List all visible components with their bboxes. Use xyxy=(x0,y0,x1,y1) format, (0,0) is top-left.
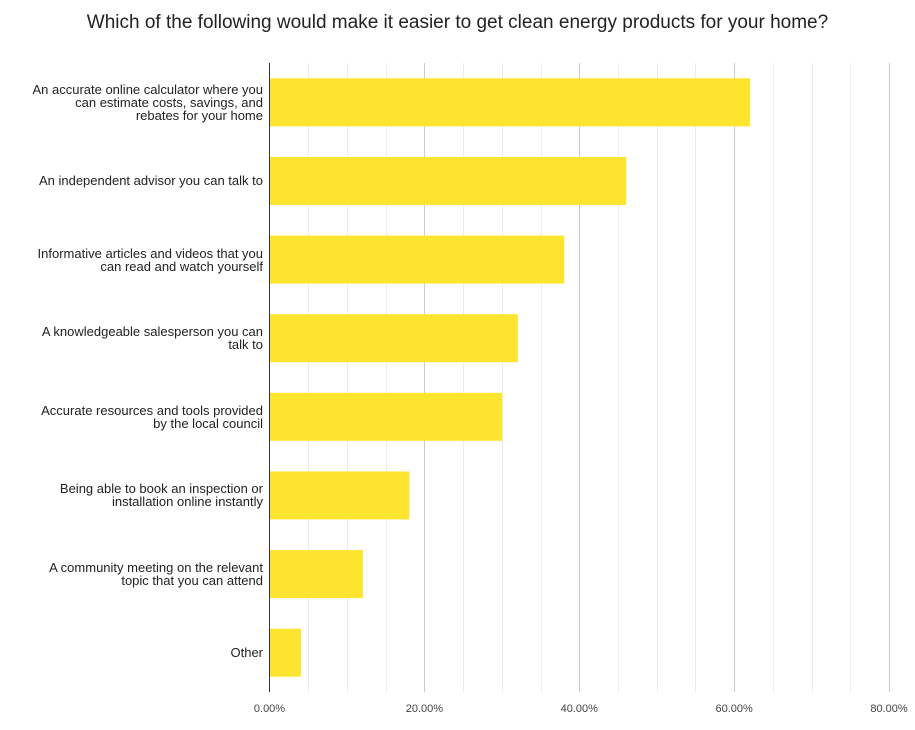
category-label: An independent advisor you can talk to xyxy=(5,174,263,187)
category-label-line: Informative articles and videos that you xyxy=(37,245,263,261)
bar xyxy=(270,156,627,205)
bar xyxy=(270,550,363,599)
category-label-line: An accurate online calculator where you xyxy=(32,81,263,97)
category-label-line: Other xyxy=(230,645,263,661)
category-label-line: by the local council xyxy=(153,415,263,431)
x-axis-ticks: 0.00% 20.00% 40.00% 60.00% 80.00% xyxy=(254,703,908,715)
x-tick-label: 40.00% xyxy=(561,703,599,715)
bar xyxy=(270,628,301,677)
category-label: Other xyxy=(5,646,263,659)
bar xyxy=(270,78,751,127)
category-label-line: Being able to book an inspection or xyxy=(59,481,263,497)
category-label: Informative articles and videos that you… xyxy=(5,247,263,273)
category-label: Being able to book an inspection or insta… xyxy=(5,482,263,508)
category-label: An accurate online calculator where you c… xyxy=(5,83,263,122)
gridlines xyxy=(308,63,890,692)
category-label-line: topic that you can attend xyxy=(121,573,263,589)
category-label-line: talk to xyxy=(228,337,263,353)
category-label-line: An independent advisor you can talk to xyxy=(38,173,263,189)
category-label-line: can read and watch yourself xyxy=(100,258,263,274)
bars xyxy=(270,78,751,677)
category-label-line: can estimate costs, savings, and xyxy=(75,94,263,110)
x-tick-label: 0.00% xyxy=(254,703,285,715)
bar xyxy=(270,314,518,363)
bar xyxy=(270,471,410,520)
category-label-line: A community meeting on the relevant xyxy=(49,560,263,576)
category-label: A community meeting on the relevant topic… xyxy=(5,561,263,587)
category-label-line: installation online instantly xyxy=(111,494,263,510)
category-label: Accurate resources and tools provided by … xyxy=(5,404,263,430)
x-tick-label: 20.00% xyxy=(406,703,444,715)
category-label-line: A knowledgeable salesperson you can xyxy=(41,324,263,340)
x-tick-label: 80.00% xyxy=(870,703,908,715)
bar xyxy=(270,235,565,284)
chart-title: Which of the following would make it eas… xyxy=(86,12,829,33)
category-label-line: rebates for your home xyxy=(135,107,263,123)
x-tick-label: 60.00% xyxy=(715,703,753,715)
category-label-line: Accurate resources and tools provided xyxy=(41,402,263,418)
bar xyxy=(270,392,503,441)
category-label: A knowledgeable salesperson you can talk … xyxy=(5,325,263,351)
